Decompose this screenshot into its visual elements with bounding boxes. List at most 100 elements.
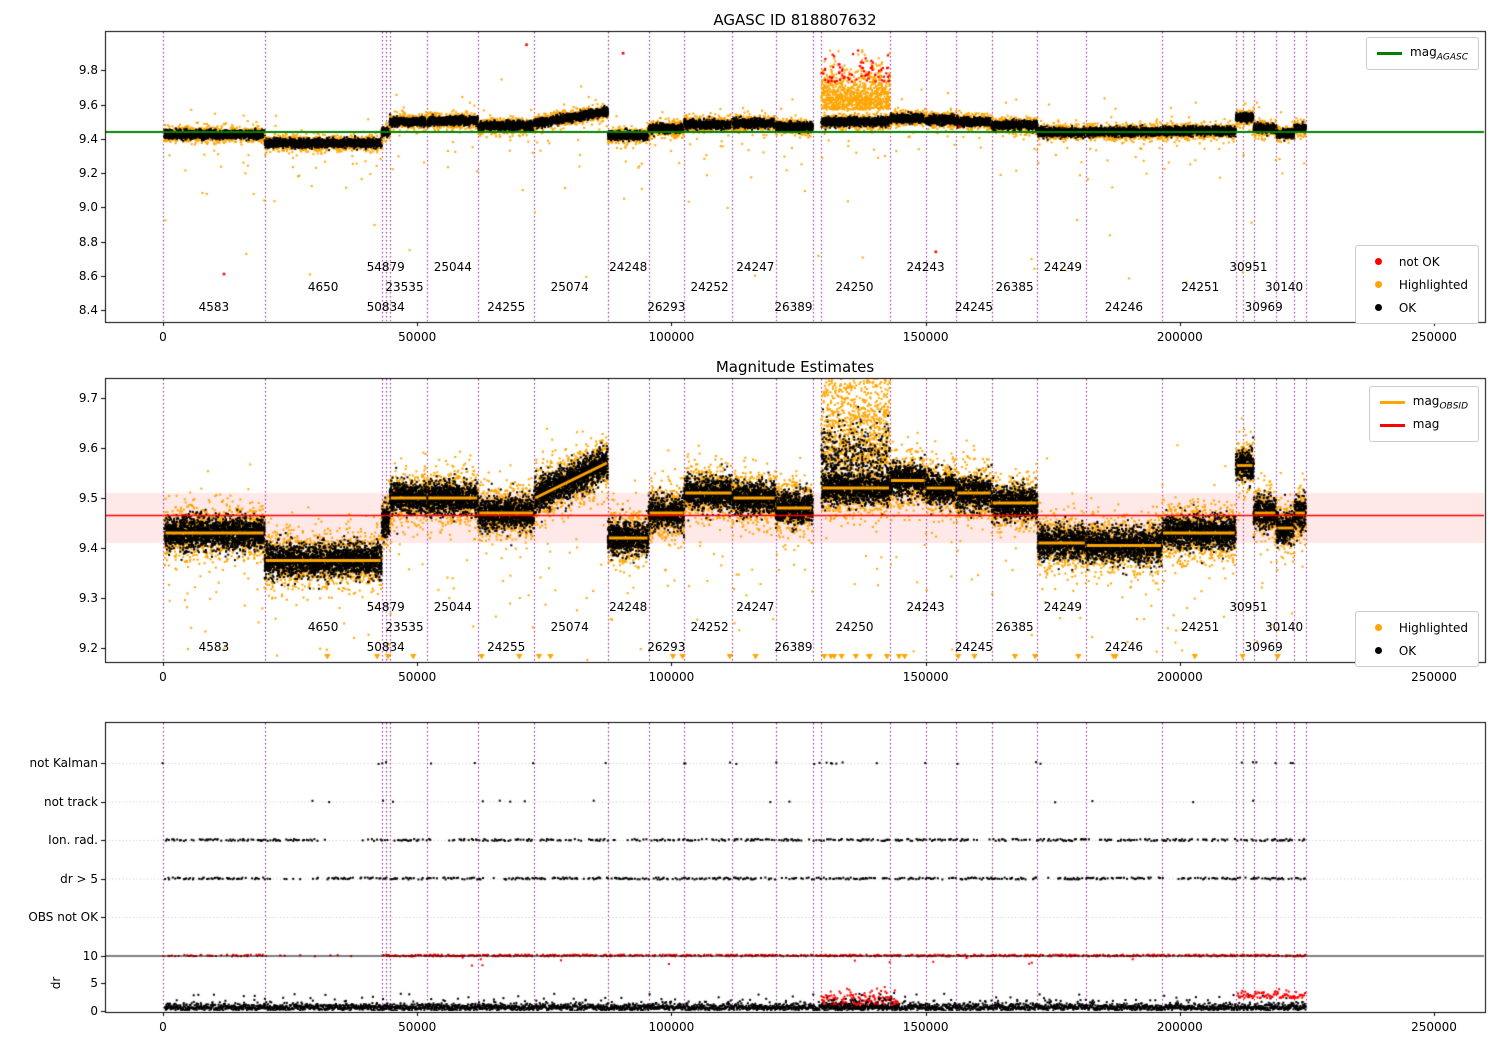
legend-entry: mag [1379,416,1468,435]
y-tick-label: 9.7 [78,391,98,405]
x-tick-label: 150000 [902,330,949,344]
x-tick-label: 100000 [648,330,695,344]
legend-label-prefix: mag [1412,416,1440,431]
obsid-label: 30951 [1229,600,1268,614]
obsid-label: 30140 [1264,620,1304,634]
plot1-title: AGASC ID 818807632 [713,11,877,29]
legend-label: not OK [1398,254,1440,269]
red-dot-swatch [1374,258,1382,265]
obsid-label: 24245 [954,300,993,314]
obsid-label: 26389 [774,300,813,314]
legend-mag-agasc: magAGASC [1366,37,1479,70]
obsid-label: 26293 [647,640,686,654]
obsid-label: 30969 [1244,300,1283,314]
obsid-label: 4650 [307,620,339,634]
y-tick-label: 8.4 [78,303,98,318]
x-tick-label: 150000 [902,1020,949,1034]
obsid-label: 24250 [835,620,874,634]
x-tick-label: 250000 [1411,1020,1457,1034]
green-line-swatch [1377,52,1403,55]
obsid-label: 24246 [1104,640,1143,654]
orange-line-swatch [1379,401,1405,404]
orange-dot-swatch [1374,281,1382,288]
y-tick-label: 9.6 [78,97,98,112]
obsid-label: 25044 [433,260,472,274]
legend-label: magOBSID [1413,394,1468,411]
x-tick-label: 0 [159,1020,167,1034]
legend-label-sub: OBSID [1439,401,1468,412]
y-tick-label: 9.2 [78,166,98,181]
obsid-label: 54879 [366,600,405,614]
obsid-label: 24247 [736,600,775,614]
dr-tick-label: 0 [90,1004,98,1018]
y-tick-label: 9.3 [78,591,98,605]
legend-label: Highlighted [1398,277,1468,292]
dr-tick-label: 10 [82,948,98,963]
obsid-label: 24250 [835,280,874,294]
x-tick-label: 200000 [1156,670,1203,684]
legend-label: OK [1398,643,1417,658]
legend-label: Highlighted [1398,620,1468,635]
flag-row-label: not track [43,794,98,809]
y-tick-label: 9.4 [78,131,98,146]
obsid-label: 54879 [366,260,405,274]
legend-entry: OK [1366,641,1468,660]
obsid-label: 30951 [1229,260,1268,274]
legend-entry: not OK [1366,252,1468,271]
legend-label: OK [1398,300,1417,315]
obsid-label: 4650 [307,280,339,294]
legend-label-prefix: mag [1410,44,1437,59]
obsid-label: 24255 [487,640,526,654]
obsid-label: 26389 [774,640,813,654]
obsid-label: 24249 [1043,260,1082,274]
dr-axis-label: dr [49,976,63,990]
flag-row-label: dr > 5 [60,871,98,886]
obsid-label: 24247 [736,260,775,274]
black-dot-swatch [1374,304,1382,311]
obsid-label: 24248 [609,260,648,274]
legend-entry: OK [1366,298,1468,317]
obsid-label: 24251 [1181,280,1220,294]
x-tick-label: 100000 [648,670,695,684]
red-line-swatch [1379,424,1405,427]
black-dot-swatch [1374,647,1382,654]
obsid-label: 26293 [647,300,686,314]
x-tick-label: 200000 [1156,330,1203,344]
legend-mag-obsid: magOBSID mag [1368,386,1479,442]
x-tick-label: 50000 [398,670,437,684]
flag-row-label: Ion. rad. [48,833,98,847]
plot2-title: Magnitude Estimates [715,358,875,376]
x-tick-label: 100000 [648,1020,695,1034]
legend-entry: magOBSID [1379,393,1468,412]
x-tick-label: 250000 [1411,330,1457,344]
x-tick-label: 250000 [1411,670,1457,684]
obsid-label: 24243 [906,600,945,614]
obsid-label: 25044 [433,600,472,614]
obsid-label: 24249 [1043,600,1082,614]
legend-entry: Highlighted [1366,275,1468,294]
obsid-label: 25074 [550,280,589,294]
obsid-label: 25074 [550,620,589,634]
y-tick-label: 8.8 [78,234,98,249]
x-tick-label: 50000 [398,330,437,344]
legend-label: mag [1413,417,1440,434]
legend-plot2-points: Highlighted OK [1354,611,1479,667]
obsid-label: 50834 [366,640,405,654]
legend-label-sub: AGASC [1436,52,1468,63]
obsid-label: 30969 [1244,640,1283,654]
legend-label-prefix: mag [1412,393,1440,408]
obsid-label: 26385 [995,280,1034,294]
obsid-label: 24252 [690,280,729,294]
legend-label: magAGASC [1410,45,1468,62]
y-tick-label: 9.2 [78,641,98,655]
y-tick-label: 9.5 [78,491,98,505]
obsid-label: 4583 [198,300,230,314]
y-tick-label: 9.8 [78,63,98,78]
x-tick-label: 150000 [902,670,949,684]
x-tick-label: 200000 [1156,1020,1203,1034]
obsid-label: 4583 [198,640,230,654]
orange-dot-swatch [1374,624,1382,631]
obsid-label: 24245 [954,640,993,654]
y-tick-label: 9.4 [78,541,98,555]
